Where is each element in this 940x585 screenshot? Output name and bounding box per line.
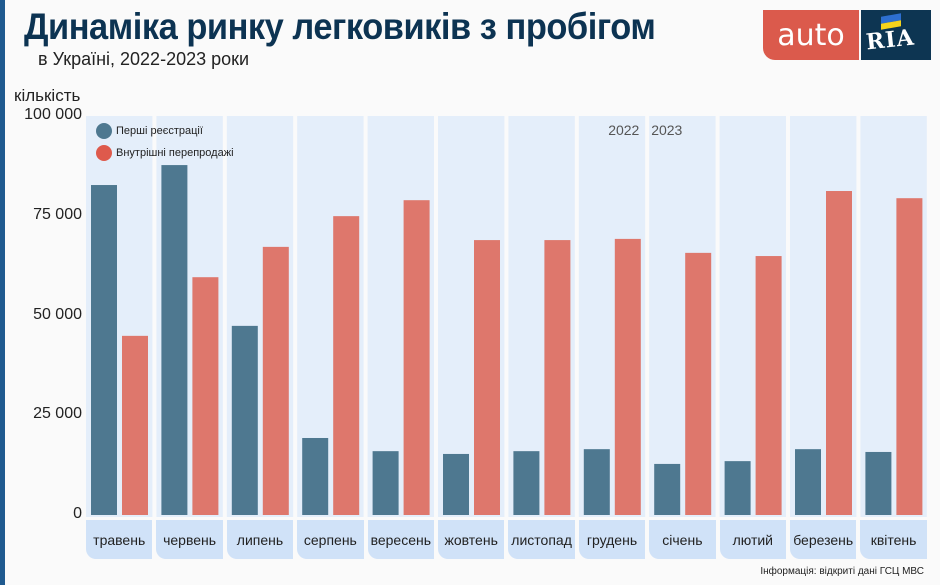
autoria-logo: auto RIA	[763, 10, 931, 60]
bar-resales	[755, 256, 782, 515]
bar-first-registrations	[302, 437, 329, 515]
y-tick-label: 0	[73, 505, 82, 522]
y-tick-label: 75 000	[33, 205, 82, 223]
bar-resales	[896, 198, 923, 515]
legend-dot-icon	[96, 145, 112, 161]
bar-resales	[614, 238, 641, 515]
x-tick-label: липень	[226, 520, 294, 559]
x-tick-label: січень	[649, 520, 716, 559]
bar-resales	[122, 335, 148, 515]
legend-item-first-registrations: Перші реєстрації	[96, 120, 234, 142]
y-tick-label: 25 000	[33, 405, 82, 423]
bar-resales	[403, 200, 430, 515]
logo-ria-part: RIA	[861, 10, 931, 60]
bar-first-registrations	[91, 185, 117, 516]
logo-auto-part: auto	[763, 10, 859, 60]
x-tick-label: травень	[86, 520, 153, 559]
x-tick-label: жовтень	[438, 520, 505, 559]
x-tick-label: вересень	[367, 520, 434, 559]
bar-resales	[685, 252, 712, 515]
x-tick-label: березень	[790, 520, 857, 559]
bar-first-registrations	[161, 165, 188, 515]
bar-first-registrations	[372, 451, 399, 515]
year-label: 2022	[608, 122, 640, 138]
bar-resales	[544, 240, 571, 516]
x-tick-label: листопад	[508, 520, 575, 559]
y-tick-label: 100 000	[24, 106, 82, 123]
chart-subtitle: в Україні, 2022-2023 роки	[38, 49, 250, 69]
bar-first-registrations	[513, 451, 540, 515]
x-tick-label: серпень	[297, 520, 364, 559]
bar-resales	[333, 216, 360, 516]
legend-label: Внутрішні перепродажі	[116, 147, 234, 159]
chart-title: Динаміка ринку легковиків з пробігом	[24, 6, 656, 47]
bar-first-registrations	[724, 461, 751, 515]
x-tick-label: лютий	[719, 520, 786, 559]
year-label: 2023	[651, 122, 683, 138]
bar-first-registrations	[443, 453, 469, 515]
left-accent-bar	[0, 0, 5, 585]
bar-resales	[192, 277, 219, 515]
bar-resales	[826, 191, 852, 515]
x-tick-label: квітень	[860, 520, 927, 559]
bar-first-registrations	[231, 325, 258, 515]
source-note: Інформація: відкриті дані ГСЦ МВС	[760, 566, 924, 577]
legend-item-resales: Внутрішні перепродажі	[96, 142, 234, 164]
bar-resales	[262, 246, 289, 515]
bar-first-registrations	[865, 451, 892, 515]
x-tick-label: червень	[156, 520, 223, 559]
legend-dot-icon	[96, 123, 112, 139]
bar-first-registrations	[583, 449, 610, 515]
bar-first-registrations	[654, 463, 681, 515]
bar-first-registrations	[795, 449, 821, 515]
legend: Перші реєстрації Внутрішні перепродажі	[96, 120, 234, 164]
y-axis-label: кількість	[14, 86, 81, 105]
x-tick-label: грудень	[578, 520, 646, 559]
legend-label: Перші реєстрації	[116, 125, 203, 137]
bar-resales	[474, 240, 500, 516]
y-tick-label: 50 000	[33, 305, 82, 323]
